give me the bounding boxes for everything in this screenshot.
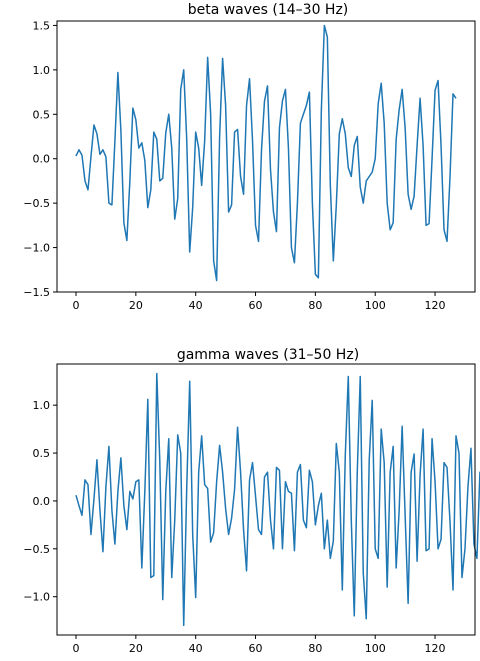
- gamma-chart-yticks: −1.0 −0.5 0.0 0.5 1.0: [23, 399, 57, 604]
- gamma-xtick-label: 100: [365, 642, 386, 655]
- gamma-series-line: [75, 372, 480, 627]
- gamma-chart: gamma waves (31–50 Hz) 0 20 40 60 80 100 120 −…: [23, 347, 480, 655]
- beta-ytick-label: −1.0: [23, 242, 50, 255]
- gamma-ytick-label: 0.5: [33, 447, 51, 460]
- beta-chart-axes-frame: [56, 20, 476, 293]
- beta-xtick-label: 100: [365, 299, 386, 312]
- gamma-ytick-label: −0.5: [23, 543, 50, 556]
- beta-ytick-label: 0.5: [33, 108, 51, 121]
- gamma-xtick-label: 40: [189, 642, 203, 655]
- gamma-ytick-label: 0.0: [33, 495, 51, 508]
- gamma-chart-line-layer: [75, 372, 480, 627]
- gamma-chart-xticks: 0 20 40 60 80 100 120: [73, 635, 446, 655]
- beta-chart: beta waves (14–30 Hz) 0 20 40 60 80 100 120 −1…: [23, 2, 476, 312]
- gamma-chart-title: gamma waves (31–50 Hz): [177, 347, 359, 363]
- beta-xtick-label: 20: [129, 299, 143, 312]
- beta-ytick-label: 1.0: [33, 64, 51, 77]
- beta-xtick-label: 60: [249, 299, 263, 312]
- gamma-xtick-label: 120: [425, 642, 446, 655]
- beta-xtick-label: 120: [425, 299, 446, 312]
- beta-chart-xticks: 0 20 40 60 80 100 120: [73, 292, 446, 312]
- beta-chart-title: beta waves (14–30 Hz): [188, 2, 349, 18]
- beta-xtick-label: 0: [73, 299, 80, 312]
- beta-ytick-label: 1.5: [33, 19, 51, 32]
- gamma-xtick-label: 60: [249, 642, 263, 655]
- gamma-xtick-label: 0: [73, 642, 80, 655]
- beta-ytick-label: −1.5: [23, 286, 50, 299]
- beta-ytick-label: −0.5: [23, 197, 50, 210]
- gamma-ytick-label: 1.0: [33, 399, 51, 412]
- gamma-xtick-label: 80: [308, 642, 322, 655]
- beta-chart-yticks: −1.5 −1.0 −0.5 0.0 0.5 1.0 1.5: [23, 19, 57, 299]
- beta-ytick-label: 0.0: [33, 153, 51, 166]
- beta-xtick-label: 40: [189, 299, 203, 312]
- beta-xtick-label: 80: [308, 299, 322, 312]
- gamma-xtick-label: 20: [129, 642, 143, 655]
- beta-series-line: [75, 24, 457, 282]
- beta-chart-line-layer: [75, 24, 457, 282]
- gamma-ytick-label: −1.0: [23, 591, 50, 604]
- gamma-chart-axes-frame: [56, 363, 476, 636]
